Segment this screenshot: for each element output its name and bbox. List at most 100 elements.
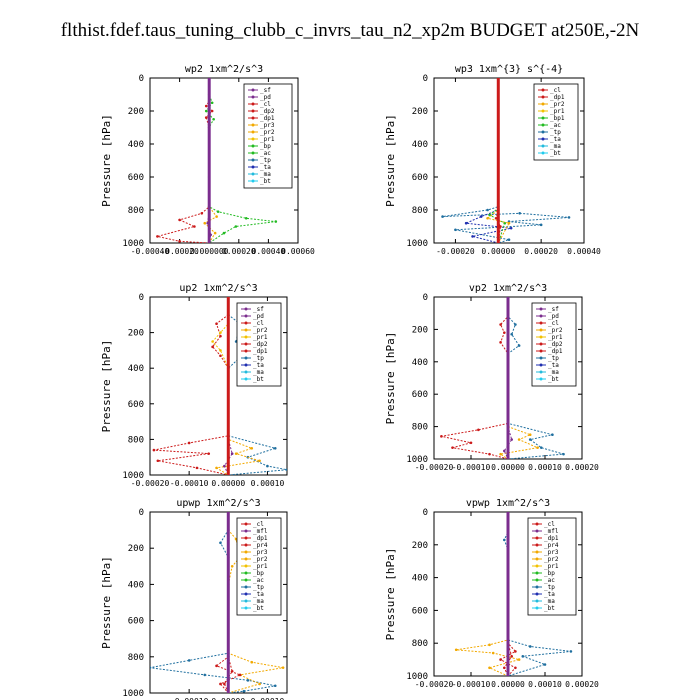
legend-marker: [244, 349, 248, 353]
legend-label: _ta: [548, 362, 559, 369]
y-tick-label: 1000: [122, 471, 144, 481]
legend-label: _pr3: [253, 549, 268, 556]
legend-label: _bp: [260, 143, 271, 150]
data-point_dp1: [211, 345, 214, 349]
data-point_pr3: [213, 231, 217, 235]
x-tick-label: -0.00020: [415, 680, 454, 689]
legend-marker: [244, 578, 248, 582]
legend-marker: [535, 585, 539, 589]
legend-marker: [251, 109, 255, 113]
legend-marker: [541, 123, 545, 127]
data-point_pr2: [491, 651, 495, 655]
data-point_pr2: [230, 565, 234, 568]
data-point_tp: [510, 332, 513, 336]
data-point_tp: [539, 223, 543, 227]
chart-title: wp3 1xm^{3} s^{-4}: [455, 64, 563, 75]
legend-label: _pr2: [253, 327, 268, 334]
data-point_pr2: [486, 216, 489, 220]
legend-marker: [541, 130, 545, 134]
data-point_tp: [150, 666, 152, 669]
legend-marker: [539, 377, 543, 381]
legend-marker: [251, 123, 255, 127]
x-tick-label: 0.00010: [528, 680, 562, 689]
legend-label: _sf: [253, 306, 264, 313]
legend-marker: [251, 130, 255, 134]
data-point_tp: [518, 212, 522, 215]
data-point_dp1: [195, 466, 199, 470]
legend-marker: [244, 564, 248, 568]
legend-marker: [539, 328, 543, 332]
y-axis-label: Pressure [hPa]: [384, 548, 397, 641]
data-point_pr2: [499, 452, 502, 456]
legend-marker: [244, 592, 248, 596]
data-point_tp: [266, 464, 269, 468]
data-point_tp: [187, 659, 191, 662]
legend-label: _ma: [544, 598, 555, 605]
legend-marker: [244, 363, 248, 367]
y-tick-label: 200: [412, 541, 428, 551]
y-tick-label: 1000: [122, 239, 144, 249]
data-point_tp: [242, 689, 246, 693]
chart-panel-0: wp2 1xm^2/s^3 Pressure [hPa] 0 200 400 600 800…: [100, 64, 315, 256]
legend-marker: [244, 335, 248, 339]
data-point_tp: [203, 673, 207, 677]
data-point_dp1: [152, 448, 156, 452]
data-point_sf: [510, 438, 513, 441]
legend-label: _dp1: [253, 348, 268, 355]
legend-marker: [541, 151, 545, 155]
chart-panel-5: vpwp 1xm^2/s^3 Pressure [hPa] 0 200 400 600 80…: [384, 498, 599, 689]
legend-marker: [244, 599, 248, 603]
data-point_tp: [543, 663, 547, 666]
data-point_tp: [567, 216, 571, 219]
legend-marker: [541, 109, 545, 113]
legend-label: _cl: [253, 320, 264, 327]
data-point_pr2: [507, 221, 511, 225]
legend-label: _dp2: [253, 341, 268, 348]
legend-marker: [244, 536, 248, 540]
legend-label: _ta: [544, 591, 555, 598]
legend-label: _tp: [260, 157, 271, 164]
data-point_pr1: [211, 340, 214, 343]
legend-label: _mfl: [253, 528, 268, 535]
data-point_dp1: [477, 428, 480, 432]
legend-label: _dp1: [550, 94, 565, 101]
data-point_pr3: [215, 215, 218, 218]
data-point_bp: [234, 225, 238, 228]
data-point_dp1: [215, 322, 218, 325]
legend-label: _bt: [253, 376, 264, 383]
data-point_dp1: [215, 664, 218, 668]
data-point_bp: [216, 210, 220, 213]
series-line_pr3: [203, 78, 218, 243]
legend-marker: [251, 151, 255, 155]
legend-label: _mfl: [544, 528, 559, 535]
legend-label: _bp: [253, 570, 264, 577]
legend-marker: [535, 599, 539, 603]
y-tick-label: 600: [128, 173, 144, 183]
y-tick-label: 0: [139, 508, 144, 518]
legend-marker: [251, 144, 255, 148]
data-point_tp: [503, 538, 506, 542]
data-point_tp: [441, 215, 444, 218]
data-point_bp: [244, 216, 248, 220]
legend-box: [243, 83, 293, 189]
data-point_tp: [551, 433, 554, 436]
y-tick-label: 400: [128, 140, 144, 150]
legend-label: _pr3: [260, 122, 275, 129]
x-tick-label: -0.00020: [131, 479, 170, 488]
legend-label: _pd: [260, 94, 271, 101]
legend-label: _ac: [260, 150, 271, 157]
plot-frame: [149, 296, 288, 476]
legend-marker: [535, 571, 539, 575]
data-point_pr1: [219, 349, 222, 352]
legend-marker: [251, 116, 255, 120]
chart-title: vp2 1xm^2/s^3: [469, 283, 547, 294]
y-tick-label: 0: [139, 293, 144, 303]
legend-marker: [244, 328, 248, 332]
legend-label: _ac: [544, 577, 555, 584]
data-point_cl: [223, 682, 226, 686]
data-point_dp1: [499, 323, 502, 326]
data-point_dp1: [514, 650, 517, 653]
data-point_pr2: [528, 433, 532, 436]
y-tick-label: 0: [139, 74, 144, 84]
x-tick-label: 0.00020: [565, 680, 599, 689]
